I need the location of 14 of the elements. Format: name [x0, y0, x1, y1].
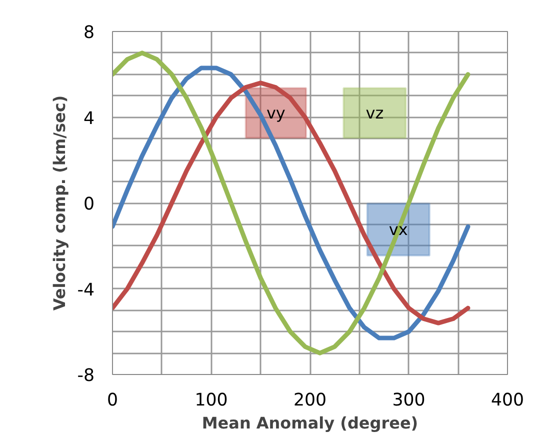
x-tick-label: 0: [106, 390, 118, 410]
y-axis-title: Velocity comp. (km/sec): [50, 95, 70, 311]
x-tick-label: 100: [194, 390, 228, 410]
y-tick-label: -4: [77, 280, 95, 300]
x-tick-label: 400: [490, 390, 524, 410]
x-tick-label: 200: [293, 390, 327, 410]
y-tick-label: 8: [83, 23, 95, 43]
y-tick-label: 0: [83, 194, 95, 214]
y-tick-label: -8: [77, 366, 95, 386]
y-tick-label: 4: [83, 108, 95, 129]
x-axis-title: Mean Anomaly (degree): [202, 414, 418, 432]
series-label: vy: [266, 103, 286, 122]
x-tick-label: 300: [392, 390, 426, 410]
text: vz: [366, 103, 384, 122]
